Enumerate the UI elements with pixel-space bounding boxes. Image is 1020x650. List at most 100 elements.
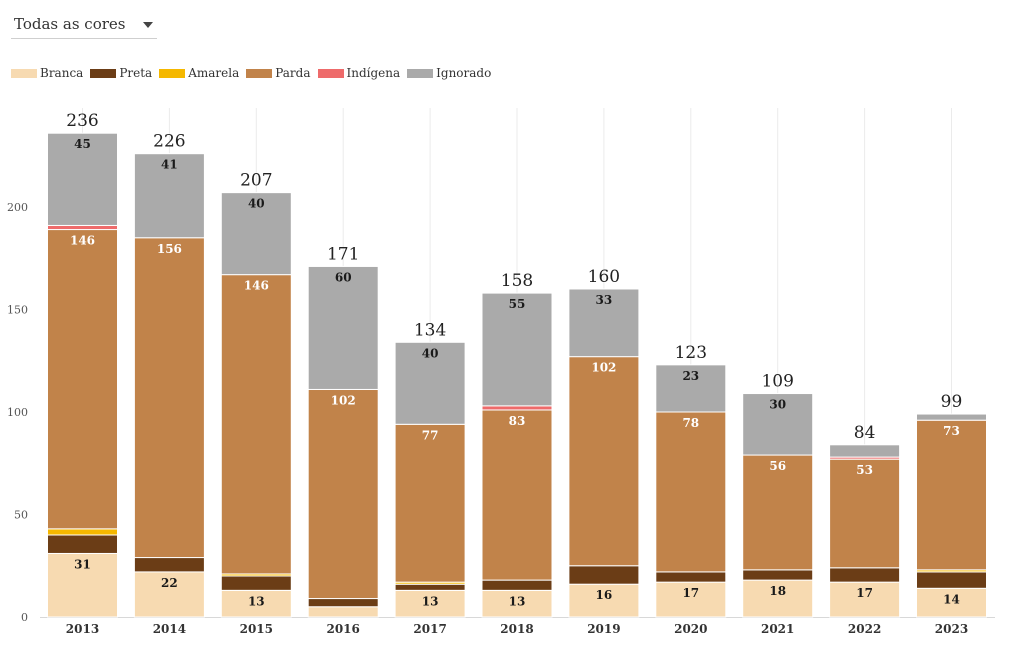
bar-segment-parda <box>742 454 814 571</box>
bar-segment-indígena <box>47 224 118 231</box>
bar-total-label: 123 <box>675 343 707 363</box>
segment-label: 22 <box>161 576 178 590</box>
segment-label: 146 <box>70 234 95 248</box>
legend-label: Indígena <box>346 66 401 80</box>
bar-total-label: 160 <box>588 267 620 287</box>
segment-label: 14 <box>943 592 960 606</box>
chart-legend: Branca Preta Amarela Parda Indígena Ignorado <box>11 64 498 82</box>
segment-label: 102 <box>591 361 616 375</box>
bar-segment-parda <box>916 419 987 571</box>
legend-item-parda: Parda <box>246 66 311 80</box>
bar-segment-preta <box>394 583 466 591</box>
bar-segment-preta <box>742 569 814 581</box>
bar-segment-ignorado <box>47 132 118 226</box>
bar-segment-parda <box>655 411 727 573</box>
segment-label: 17 <box>682 586 699 600</box>
bar-segment-ignorado <box>829 444 901 458</box>
y-tick-label: 150 <box>7 304 28 317</box>
legend-label: Preta <box>119 66 153 80</box>
bar-segment-ignorado <box>394 341 466 425</box>
segment-label: 156 <box>157 242 182 256</box>
x-tick-label: 2017 <box>413 622 446 636</box>
bar-segment-ignorado <box>481 292 553 407</box>
bar-segment-parda <box>394 423 466 583</box>
legend-label: Branca <box>40 66 84 80</box>
bar-total-label: 99 <box>941 392 963 412</box>
bar-segment-branca <box>742 579 814 618</box>
legend-label: Parda <box>275 66 311 80</box>
segment-label: 13 <box>509 594 526 608</box>
segment-label: 30 <box>769 398 786 412</box>
segment-label: 102 <box>331 393 356 407</box>
segment-label: 78 <box>682 416 699 430</box>
bar-segment-parda <box>133 237 205 559</box>
y-tick-label: 0 <box>21 611 28 624</box>
segment-label: 40 <box>422 346 439 360</box>
segment-label: 23 <box>682 369 699 383</box>
bar-total-label: 158 <box>501 271 533 291</box>
bar-segment-branca <box>916 587 987 618</box>
bar-segment-ignorado <box>133 153 205 239</box>
legend-swatch <box>90 68 117 78</box>
segment-label: 18 <box>769 584 786 598</box>
legend-item-preta: Preta <box>90 66 152 80</box>
bar-total-label: 226 <box>153 132 185 152</box>
legend-label: Ignorado <box>436 66 492 80</box>
legend-swatch <box>159 68 186 78</box>
bar-segment-preta <box>220 575 292 591</box>
segment-label: 77 <box>422 428 439 442</box>
segment-label: 13 <box>248 594 265 608</box>
x-tick-label: 2014 <box>153 622 186 636</box>
bar-segment-parda <box>47 229 118 530</box>
bar-segment-preta <box>655 571 727 583</box>
chevron-down-icon <box>143 22 153 28</box>
bar-total-label: 134 <box>414 320 446 340</box>
bar-segment-preta <box>829 567 901 583</box>
bar-segment-preta <box>133 557 205 573</box>
segment-label: 45 <box>74 137 91 151</box>
x-tick-label: 2018 <box>500 622 533 636</box>
segment-label: 146 <box>244 279 269 293</box>
legend-swatch <box>407 68 434 78</box>
bar-segment-preta <box>916 571 987 589</box>
bar-segment-parda <box>829 458 901 569</box>
legend-label: Amarela <box>188 66 240 80</box>
segment-label: 33 <box>596 293 613 307</box>
bar-segment-ignorado <box>307 265 379 390</box>
segment-label: 41 <box>161 158 178 172</box>
bar-segment-parda <box>220 274 292 575</box>
bar-segment-preta <box>47 534 118 554</box>
bar-total-label: 171 <box>327 244 359 264</box>
bar-segment-branca <box>655 581 727 618</box>
bar-segment-ignorado <box>916 413 987 421</box>
segment-label: 13 <box>422 594 439 608</box>
bar-segment-ignorado <box>220 192 292 276</box>
x-tick-label: 2020 <box>674 622 707 636</box>
segment-label: 40 <box>248 197 265 211</box>
x-tick-label: 2019 <box>587 622 620 636</box>
segment-label: 55 <box>509 297 526 311</box>
x-tick-label: 2021 <box>761 622 794 636</box>
bar-segment-amarela <box>47 528 118 536</box>
x-tick-label: 2023 <box>935 622 968 636</box>
y-tick-label: 50 <box>14 509 28 522</box>
x-tick-label: 2022 <box>848 622 881 636</box>
bar-segment-preta <box>307 598 379 608</box>
legend-swatch <box>246 68 273 78</box>
bar-segment-parda <box>481 409 553 581</box>
y-tick-label: 200 <box>7 201 28 214</box>
bar-segment-branca <box>220 589 292 618</box>
legend-item-branca: Branca <box>11 66 83 80</box>
x-tick-label: 2015 <box>240 622 273 636</box>
color-filter-dropdown[interactable]: Todas as cores <box>11 10 157 39</box>
bar-total-label: 236 <box>66 111 98 131</box>
bar-total-label: 84 <box>854 423 876 443</box>
bar-total-label: 109 <box>761 372 793 392</box>
segment-label: 73 <box>943 424 960 438</box>
segment-label: 17 <box>856 586 873 600</box>
segment-label: 56 <box>769 459 786 473</box>
legend-swatch <box>317 68 344 78</box>
color-filter-value: Todas as cores <box>14 15 126 33</box>
legend-item-indígena: Indígena <box>317 66 401 80</box>
